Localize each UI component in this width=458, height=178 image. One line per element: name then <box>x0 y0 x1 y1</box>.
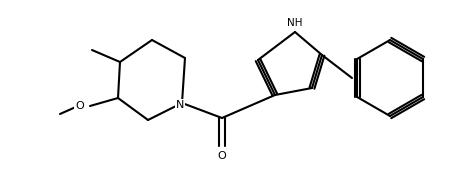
Text: N: N <box>176 100 184 110</box>
Text: NH: NH <box>287 18 303 28</box>
Text: O: O <box>75 101 84 111</box>
Text: O: O <box>218 151 226 161</box>
